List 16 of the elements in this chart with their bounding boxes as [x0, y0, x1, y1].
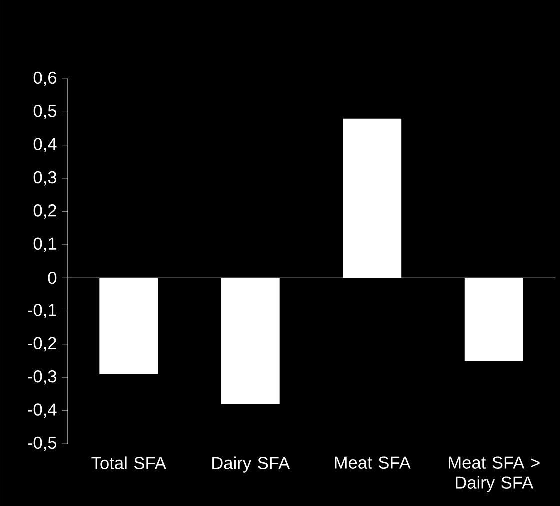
y-tick-label: -0,4	[28, 404, 57, 418]
y-tick-label: 0,6	[34, 72, 57, 86]
y-tick-label: -0,2	[28, 337, 56, 352]
y-tick-label: 0,3	[34, 171, 57, 186]
y-tick-label: 0,5	[34, 105, 57, 120]
x-tick-label: Meat SFA	[335, 456, 411, 469]
y-tick-label: -0,5	[28, 436, 57, 452]
x-tick-label: Total SFA	[92, 456, 166, 470]
x-tick-label: Meat SFA > Dairy SFA	[449, 456, 540, 492]
y-tick-label: 0,2	[34, 204, 56, 219]
y-tick-label: -0,1	[28, 304, 56, 318]
x-tick-label: Dairy SFA	[212, 456, 290, 473]
y-tick-label: 0	[48, 272, 57, 284]
y-tick-label: 0,4	[34, 138, 57, 153]
y-tick-label: 0,1	[34, 238, 56, 252]
y-tick-label: -0,3	[28, 370, 57, 385]
